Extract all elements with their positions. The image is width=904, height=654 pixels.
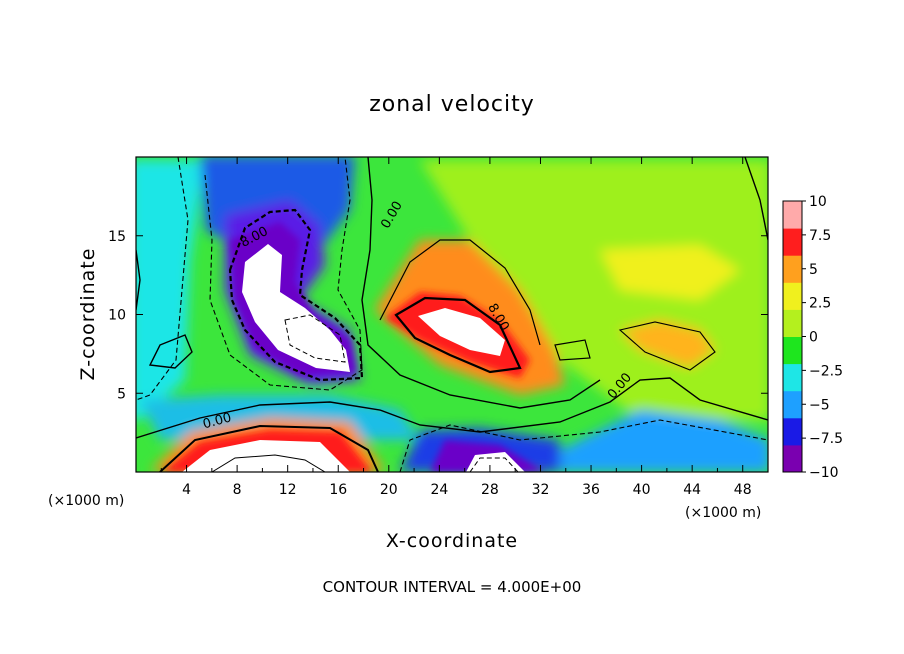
colorbar-label: −2.5	[809, 363, 843, 379]
colorbar-swatch	[783, 444, 802, 473]
colorbar-swatch	[783, 255, 802, 283]
field-negative-core-white	[242, 244, 350, 372]
contour-solid-zero-mid	[136, 377, 768, 439]
field-right-orange-patch	[620, 320, 715, 368]
x-tick-label: 32	[532, 482, 550, 498]
contour-dashed-bottom-inner	[469, 457, 519, 472]
colorbar-label: 2.5	[809, 296, 831, 312]
colorbar-label: 10	[809, 194, 827, 210]
x-unit-right: (×1000 m)	[685, 505, 761, 521]
y-axis-label: Z-coordinate	[77, 248, 99, 381]
y-tick-label: 10	[108, 308, 126, 324]
colorbar-label: 7.5	[809, 228, 831, 244]
x-tick-label: 28	[481, 482, 499, 498]
x-tick-label: 20	[380, 482, 398, 498]
contour-lines	[136, 157, 768, 472]
x-tick-label: 48	[734, 482, 752, 498]
chart-title: zonal velocity	[369, 92, 535, 117]
colorbar: 10 7.5 5 2.5 0 −2.5 −5 −7.5 −10	[782, 194, 843, 481]
field-right-yellow-patch	[600, 245, 740, 300]
contour-solid-bottom-ring	[159, 424, 379, 472]
x-axis-label: X-coordinate	[386, 530, 518, 552]
contour-dashed-bottom	[399, 419, 768, 472]
colorbar-swatch	[783, 390, 802, 419]
colorbar-swatch	[783, 228, 802, 256]
field-positive-core-white	[418, 308, 505, 356]
x-unit-left: (×1000 m)	[48, 493, 124, 509]
field-right-blue	[560, 410, 768, 472]
x-tick-label: 12	[279, 482, 297, 498]
contour-solid-right-patch	[554, 339, 591, 361]
colorbar-swatch	[783, 336, 802, 365]
contour-solid-right-edge	[744, 157, 768, 241]
x-axis: 4 8 12 16 20 24 28 32 36 40 44 48	[160, 157, 752, 498]
colorbar-label: −10	[809, 465, 839, 481]
colorbar-swatch	[783, 309, 802, 337]
contour-solid-left-bump	[148, 334, 193, 369]
y-axis: 5 10 15	[108, 229, 768, 402]
colorbar-label: 5	[809, 262, 818, 278]
contour-bold-eight-positive	[394, 296, 522, 374]
x-tick-label: 24	[430, 482, 448, 498]
colorbar-label: −7.5	[809, 431, 843, 447]
contour-dashed-negative-outer	[204, 157, 363, 391]
y-tick-label: 15	[108, 229, 126, 245]
x-tick-label: 36	[582, 482, 600, 498]
x-tick-label: 4	[182, 482, 191, 498]
colorbar-swatch	[783, 363, 802, 392]
colorbar-swatch	[783, 201, 802, 229]
contour-label: 0.00	[201, 410, 233, 432]
contour-bold-eight-negative	[228, 208, 364, 382]
contour-solid-zero-upper	[361, 157, 601, 409]
colorbar-label: 0	[809, 330, 818, 346]
contour-solid-bottom-inner	[211, 454, 326, 472]
x-tick-label: 40	[633, 482, 651, 498]
field-bottom-center-white	[466, 452, 525, 472]
colorbar-label: −5	[809, 397, 830, 413]
contour-solid-right-orange	[618, 321, 716, 371]
plot-area	[136, 157, 768, 472]
contour-solid-positive-halo	[379, 239, 541, 346]
x-tick-label: 44	[683, 482, 701, 498]
y-tick-label: 5	[117, 386, 126, 402]
x-tick-label: 8	[233, 482, 242, 498]
contour-solid-left-edge	[136, 249, 141, 311]
colorbar-swatch	[783, 282, 802, 310]
colorbar-swatch	[783, 417, 802, 446]
contour-dashed-inner	[284, 314, 346, 363]
contour-dashed-left	[136, 157, 189, 401]
contour-interval-note: CONTOUR INTERVAL = 4.000E+00	[323, 578, 582, 596]
x-tick-label: 16	[329, 482, 347, 498]
